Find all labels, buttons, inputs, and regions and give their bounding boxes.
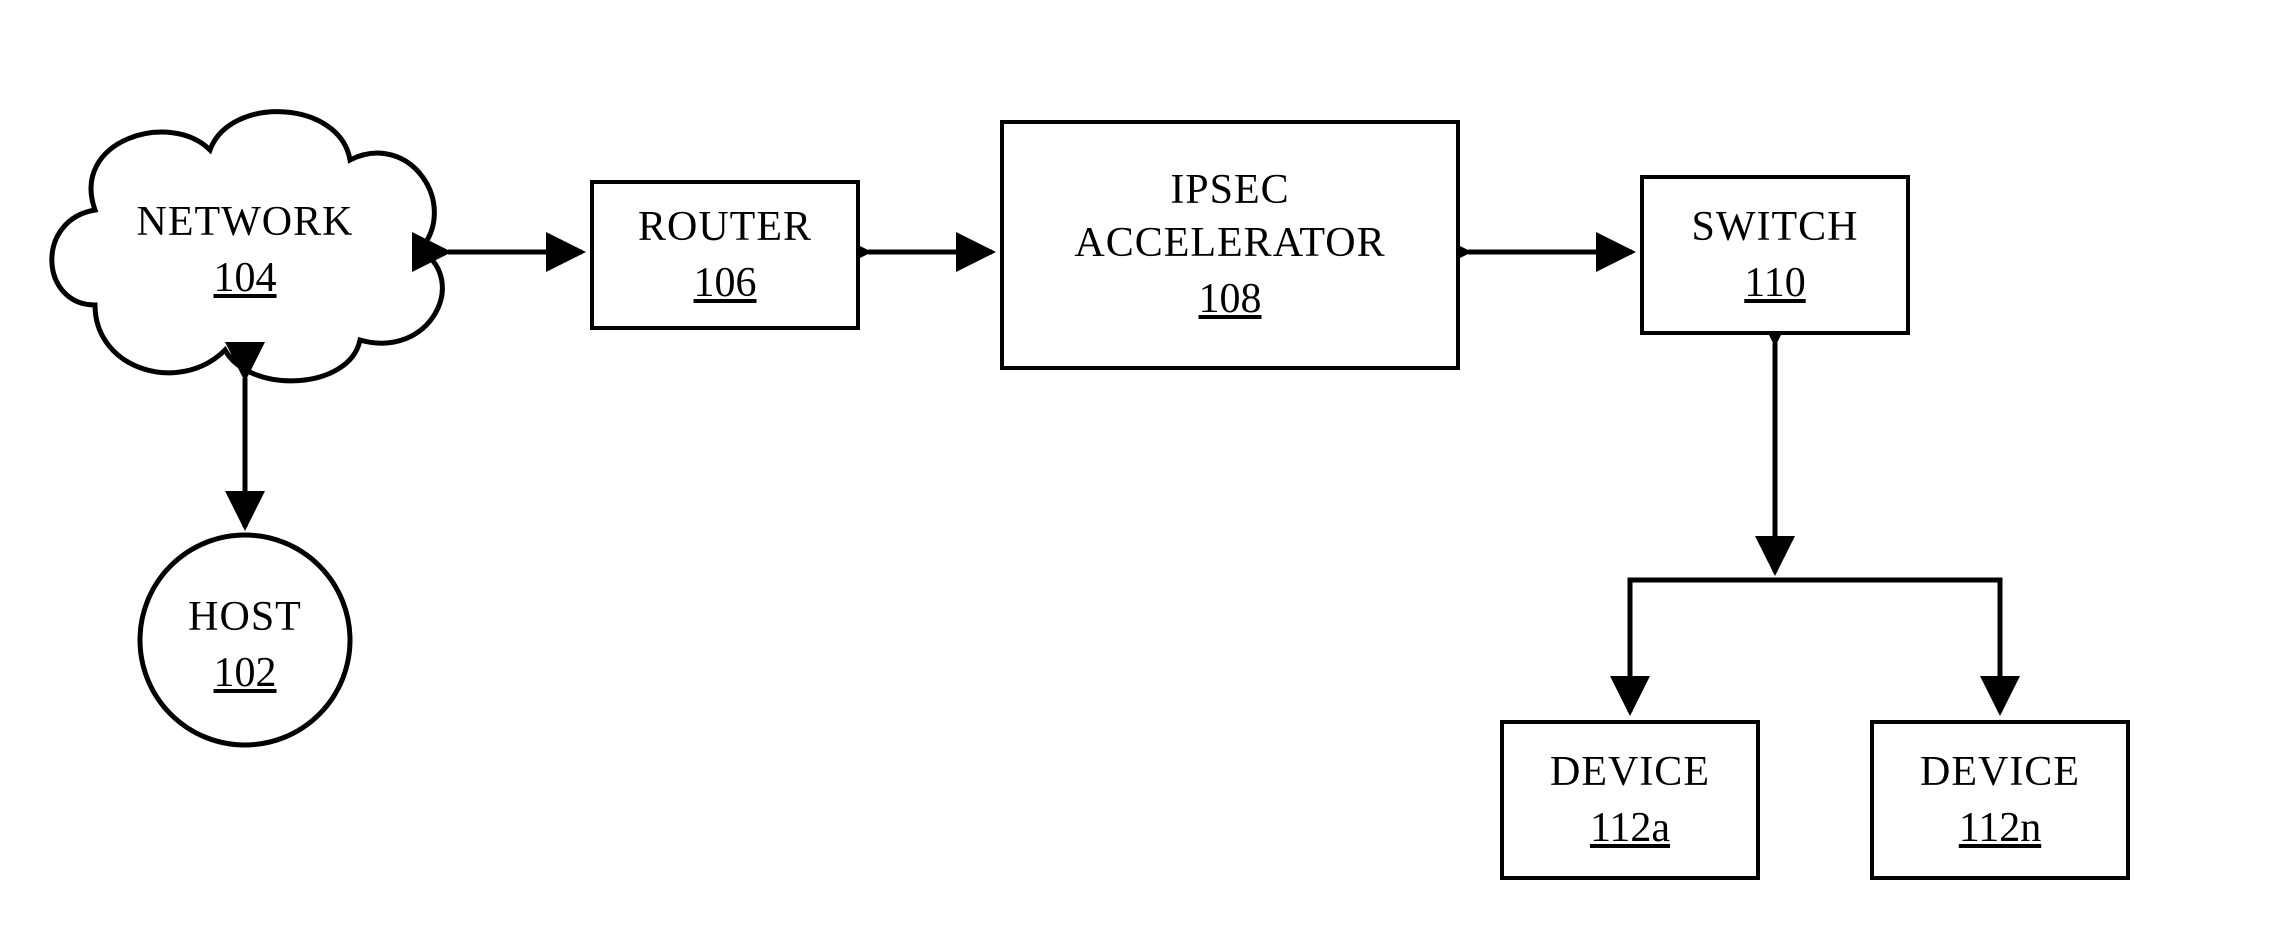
switch-node: SWITCH 110 — [1640, 175, 1910, 335]
ipsec-ref: 108 — [1199, 273, 1262, 326]
diagram-canvas: NETWORK 104 HOST 102 ROUTER 106 IPSEC AC… — [0, 0, 2294, 935]
host-node: HOST 102 — [135, 535, 355, 755]
ipsec-label-2: ACCELERATOR — [1074, 217, 1385, 270]
router-ref: 106 — [694, 257, 757, 310]
device-n-node: DEVICE 112n — [1870, 720, 2130, 880]
network-ref: 104 — [214, 252, 277, 305]
router-label: ROUTER — [638, 201, 812, 254]
device-a-label: DEVICE — [1550, 746, 1710, 799]
switch-ref: 110 — [1744, 257, 1805, 310]
device-n-ref: 112n — [1959, 802, 2041, 855]
network-node: NETWORK 104 — [65, 150, 425, 350]
device-a-ref: 112a — [1590, 802, 1670, 855]
device-n-label: DEVICE — [1920, 746, 2080, 799]
router-node: ROUTER 106 — [590, 180, 860, 330]
network-label: NETWORK — [137, 196, 354, 249]
ipsec-label-1: IPSEC — [1170, 164, 1289, 217]
switch-label: SWITCH — [1692, 201, 1859, 254]
ipsec-node: IPSEC ACCELERATOR 108 — [1000, 120, 1460, 370]
edge-junction-device-a — [1630, 580, 1775, 712]
edge-junction-device-n — [1775, 580, 2000, 712]
host-ref: 102 — [214, 647, 277, 700]
host-label: HOST — [188, 591, 302, 644]
device-a-node: DEVICE 112a — [1500, 720, 1760, 880]
